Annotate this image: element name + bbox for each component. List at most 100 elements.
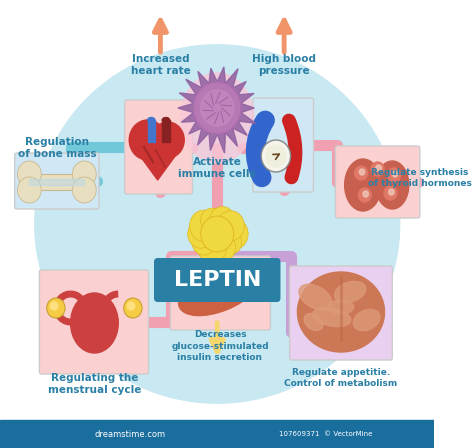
Polygon shape bbox=[217, 132, 226, 153]
Polygon shape bbox=[238, 93, 254, 103]
Circle shape bbox=[219, 218, 248, 250]
Circle shape bbox=[389, 189, 394, 195]
FancyArrowPatch shape bbox=[289, 121, 295, 177]
Text: dreamstime.com: dreamstime.com bbox=[95, 430, 166, 439]
Ellipse shape bbox=[205, 288, 217, 298]
Circle shape bbox=[201, 216, 234, 252]
Ellipse shape bbox=[376, 161, 409, 209]
Circle shape bbox=[384, 186, 397, 200]
Bar bbox=[29, 179, 84, 185]
Circle shape bbox=[388, 168, 401, 182]
Polygon shape bbox=[225, 69, 238, 88]
Polygon shape bbox=[209, 68, 218, 84]
Circle shape bbox=[18, 161, 41, 187]
Ellipse shape bbox=[213, 293, 227, 302]
FancyBboxPatch shape bbox=[290, 266, 392, 360]
Polygon shape bbox=[232, 121, 247, 135]
Ellipse shape bbox=[335, 281, 366, 303]
Polygon shape bbox=[182, 112, 197, 122]
Ellipse shape bbox=[328, 300, 354, 314]
Bar bbox=[147, 120, 155, 142]
Ellipse shape bbox=[35, 45, 400, 403]
Text: Activate
immune cells: Activate immune cells bbox=[178, 157, 256, 179]
FancyBboxPatch shape bbox=[171, 256, 270, 330]
FancyBboxPatch shape bbox=[154, 258, 281, 302]
Circle shape bbox=[188, 220, 214, 248]
Circle shape bbox=[47, 298, 65, 318]
Text: 107609371  © VectorMine: 107609371 © VectorMine bbox=[279, 431, 373, 437]
Bar bbox=[0, 420, 435, 448]
Ellipse shape bbox=[236, 291, 250, 299]
Circle shape bbox=[73, 177, 96, 203]
Circle shape bbox=[50, 302, 58, 310]
Text: High blood
pressure: High blood pressure bbox=[252, 54, 316, 76]
Circle shape bbox=[210, 207, 235, 235]
Circle shape bbox=[124, 298, 142, 318]
Text: Increased
heart rate: Increased heart rate bbox=[130, 54, 190, 76]
Circle shape bbox=[217, 211, 244, 241]
Ellipse shape bbox=[71, 293, 118, 353]
Circle shape bbox=[190, 210, 218, 241]
Circle shape bbox=[192, 229, 216, 255]
Circle shape bbox=[201, 90, 234, 126]
Ellipse shape bbox=[181, 73, 254, 163]
Circle shape bbox=[128, 302, 135, 310]
FancyBboxPatch shape bbox=[125, 100, 192, 194]
Polygon shape bbox=[198, 128, 209, 145]
Circle shape bbox=[209, 233, 236, 262]
Text: Regulating the
menstrual cycle: Regulating the menstrual cycle bbox=[48, 373, 141, 395]
Circle shape bbox=[376, 165, 381, 171]
Polygon shape bbox=[217, 67, 226, 84]
Polygon shape bbox=[238, 112, 255, 123]
Ellipse shape bbox=[162, 117, 170, 122]
Ellipse shape bbox=[304, 314, 323, 331]
Ellipse shape bbox=[194, 280, 206, 292]
FancyBboxPatch shape bbox=[39, 270, 148, 374]
Polygon shape bbox=[225, 128, 237, 146]
Text: Decreases
glucose-stimulated
insulin secretion: Decreases glucose-stimulated insulin sec… bbox=[171, 331, 269, 362]
Circle shape bbox=[201, 208, 224, 233]
Polygon shape bbox=[189, 121, 202, 134]
Ellipse shape bbox=[222, 281, 236, 289]
Circle shape bbox=[371, 162, 384, 176]
Ellipse shape bbox=[353, 309, 380, 331]
Circle shape bbox=[151, 122, 184, 158]
Circle shape bbox=[355, 166, 367, 180]
Text: Regulation
of bone mass: Regulation of bone mass bbox=[18, 137, 96, 159]
Circle shape bbox=[261, 140, 291, 172]
FancyBboxPatch shape bbox=[15, 153, 99, 209]
Polygon shape bbox=[198, 71, 209, 88]
FancyBboxPatch shape bbox=[253, 98, 313, 192]
Polygon shape bbox=[186, 79, 202, 95]
Ellipse shape bbox=[147, 117, 155, 122]
Bar bbox=[29, 174, 84, 190]
Ellipse shape bbox=[179, 264, 262, 315]
Circle shape bbox=[193, 82, 241, 134]
Circle shape bbox=[219, 230, 242, 254]
Ellipse shape bbox=[297, 272, 384, 352]
Circle shape bbox=[358, 188, 371, 202]
Polygon shape bbox=[179, 93, 197, 103]
Bar bbox=[370, 179, 385, 191]
Circle shape bbox=[198, 232, 227, 263]
Bar bbox=[162, 120, 170, 142]
Ellipse shape bbox=[345, 159, 381, 211]
FancyBboxPatch shape bbox=[336, 146, 420, 218]
Ellipse shape bbox=[313, 307, 351, 327]
Circle shape bbox=[266, 145, 286, 167]
Polygon shape bbox=[241, 103, 255, 112]
Polygon shape bbox=[209, 132, 218, 151]
Circle shape bbox=[18, 177, 41, 203]
Polygon shape bbox=[133, 146, 182, 180]
Circle shape bbox=[73, 161, 96, 187]
Text: Regulate appetitie.
Control of metabolism: Regulate appetitie. Control of metabolis… bbox=[284, 368, 398, 388]
Circle shape bbox=[129, 120, 166, 160]
Text: Regulate synthesis
of thyroid hormones: Regulate synthesis of thyroid hormones bbox=[368, 168, 472, 188]
Polygon shape bbox=[232, 82, 246, 95]
Polygon shape bbox=[178, 103, 194, 112]
Text: LEPTIN: LEPTIN bbox=[173, 270, 261, 290]
FancyArrowPatch shape bbox=[255, 121, 265, 177]
Ellipse shape bbox=[299, 284, 332, 310]
Ellipse shape bbox=[171, 266, 205, 294]
Circle shape bbox=[363, 191, 368, 197]
